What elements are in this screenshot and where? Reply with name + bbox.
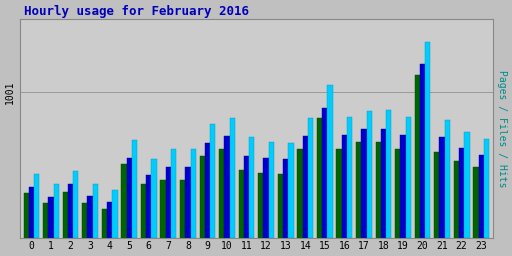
- Bar: [82, 203, 88, 238]
- Bar: [288, 143, 293, 238]
- Bar: [400, 135, 406, 238]
- Bar: [239, 170, 244, 238]
- Bar: [317, 119, 322, 238]
- Bar: [126, 158, 132, 238]
- Bar: [454, 161, 459, 238]
- Bar: [356, 142, 361, 238]
- Bar: [386, 110, 391, 238]
- Bar: [152, 159, 157, 238]
- Bar: [439, 137, 445, 238]
- Bar: [278, 174, 283, 238]
- Bar: [258, 173, 264, 238]
- Bar: [200, 156, 205, 238]
- Bar: [230, 119, 235, 238]
- Bar: [420, 64, 425, 238]
- Bar: [381, 129, 386, 238]
- Bar: [48, 197, 54, 238]
- Bar: [459, 148, 464, 238]
- Bar: [88, 196, 93, 238]
- Bar: [190, 149, 196, 238]
- Bar: [297, 149, 303, 238]
- Bar: [269, 142, 274, 238]
- Bar: [93, 184, 98, 238]
- Bar: [361, 129, 367, 238]
- Bar: [375, 142, 381, 238]
- Bar: [367, 111, 372, 238]
- Bar: [171, 149, 176, 238]
- Bar: [121, 164, 126, 238]
- Bar: [395, 149, 400, 238]
- Bar: [146, 175, 152, 238]
- Bar: [73, 171, 78, 238]
- Bar: [336, 149, 342, 238]
- Bar: [283, 159, 288, 238]
- Bar: [445, 120, 450, 238]
- Bar: [219, 149, 224, 238]
- Bar: [406, 117, 411, 238]
- Bar: [54, 184, 59, 238]
- Bar: [425, 42, 431, 238]
- Bar: [107, 202, 112, 238]
- Bar: [34, 174, 39, 238]
- Bar: [264, 158, 269, 238]
- Bar: [308, 119, 313, 238]
- Bar: [205, 143, 210, 238]
- Bar: [415, 74, 420, 238]
- Bar: [244, 156, 249, 238]
- Bar: [322, 108, 328, 238]
- Bar: [166, 167, 171, 238]
- Y-axis label: Pages / Files / Hits: Pages / Files / Hits: [497, 70, 507, 187]
- Bar: [464, 132, 470, 238]
- Bar: [112, 190, 118, 238]
- Bar: [342, 135, 347, 238]
- Bar: [328, 85, 333, 238]
- Text: Hourly usage for February 2016: Hourly usage for February 2016: [25, 5, 249, 18]
- Bar: [479, 155, 484, 238]
- Bar: [347, 117, 352, 238]
- Bar: [185, 167, 190, 238]
- Bar: [132, 140, 137, 238]
- Bar: [224, 136, 230, 238]
- Bar: [102, 209, 107, 238]
- Bar: [141, 184, 146, 238]
- Bar: [180, 180, 185, 238]
- Bar: [43, 203, 48, 238]
- Bar: [434, 152, 439, 238]
- Bar: [249, 137, 254, 238]
- Bar: [303, 136, 308, 238]
- Bar: [160, 180, 166, 238]
- Bar: [62, 191, 68, 238]
- Bar: [210, 124, 216, 238]
- Bar: [68, 184, 73, 238]
- Bar: [29, 187, 34, 238]
- Bar: [484, 139, 489, 238]
- Bar: [24, 193, 29, 238]
- Bar: [473, 167, 479, 238]
